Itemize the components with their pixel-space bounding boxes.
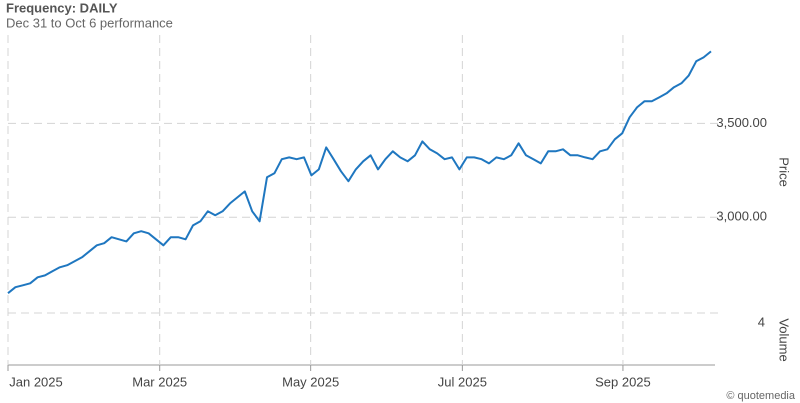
credit: © quotemedia — [726, 390, 796, 402]
x-tick-label: Sep 2025 — [595, 374, 651, 389]
price-line — [7, 50, 712, 294]
x-tick-label: Jan 2025 — [9, 374, 63, 389]
y2-axis-label: Volume — [777, 318, 792, 361]
x-tick-label: May 2025 — [282, 374, 339, 389]
y2-tick-label: 4 — [758, 314, 765, 329]
x-tick-label: Mar 2025 — [132, 374, 187, 389]
y-tick-label: 3,500.00 — [716, 115, 767, 130]
chart-subtitle: Dec 31 to Oct 6 performance — [6, 15, 173, 30]
x-tick-label: Jul 2025 — [438, 374, 487, 389]
y-axis-label: Price — [777, 157, 792, 187]
chart-title: Frequency: DAILY — [6, 0, 118, 15]
y-tick-label: 3,000.00 — [716, 209, 767, 224]
